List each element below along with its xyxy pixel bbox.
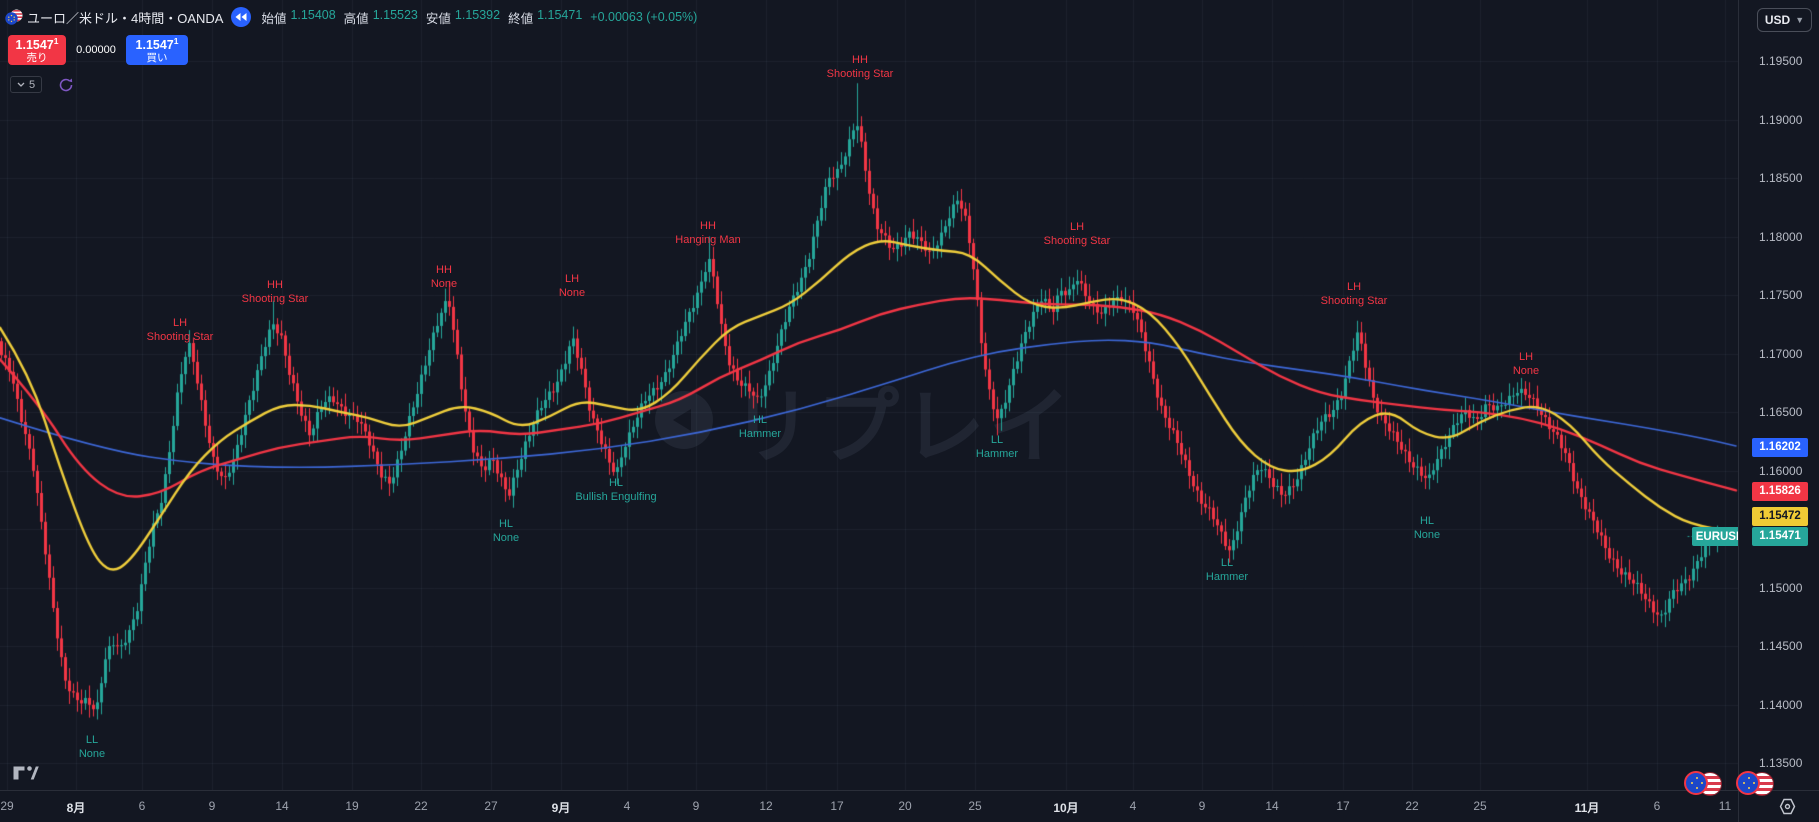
- price-tick-label: 1.19000: [1759, 112, 1803, 127]
- currency-selector[interactable]: USD ▼: [1757, 8, 1812, 32]
- sync-refresh-button[interactable]: [58, 77, 74, 93]
- price-tick-label: 1.14000: [1759, 697, 1803, 712]
- pattern-label-hl: HL Hammer: [738, 414, 782, 440]
- price-badge-red: 1.15826: [1752, 481, 1808, 501]
- pattern-label-lh: LH Shooting Star: [1043, 221, 1111, 247]
- pattern-label-hl: HL None: [492, 518, 520, 544]
- time-tick-label: 22: [414, 799, 428, 813]
- pattern-label-ll: LL None: [78, 734, 106, 760]
- price-tick-label: 1.17500: [1759, 288, 1803, 302]
- price-badge-blue: 1.16202: [1752, 437, 1808, 457]
- chevron-down-icon: [17, 82, 25, 87]
- price-axis[interactable]: 1.19500 1.19000 1.18500 1.18000 1.17500 1.170…: [1738, 0, 1819, 790]
- indicators-collapse-button[interactable]: 5: [10, 76, 43, 93]
- open-label: 始値: [261, 11, 287, 26]
- time-tick-label: 10月: [1053, 801, 1079, 815]
- time-tick-label: 4: [623, 799, 631, 813]
- eurusd-event-icon[interactable]: [1684, 771, 1722, 799]
- pattern-label-lh: LH Shooting Star: [146, 317, 214, 343]
- time-tick-label: 14: [1265, 799, 1279, 813]
- chevron-down-icon: ▼: [1795, 15, 1805, 25]
- price-tick-label: 1.19500: [1759, 54, 1803, 68]
- time-tick-label: 25: [1473, 799, 1487, 813]
- pattern-label-lh: LH None: [1512, 351, 1540, 377]
- price-badge-yellow: 1.15472: [1752, 506, 1808, 526]
- time-tick-label: 6: [138, 799, 146, 813]
- axis-settings-icon[interactable]: [1779, 798, 1796, 815]
- price-tick-label: 1.16500: [1759, 405, 1803, 419]
- ohlc-readout: 始値 1.15408 高値 1.15523 安値 1.15392 終値 1.15471 …: [261, 8, 697, 27]
- change-value: +0.00063 (+0.05%): [590, 10, 698, 24]
- time-tick-label: 22: [1405, 799, 1419, 813]
- sell-button[interactable]: 1.15471 売り: [8, 35, 66, 65]
- time-axis[interactable]: 29 8月 6 9 14 19 22 27 9月 4 9 12 17 20 25 10月 4 9 14 17 22 25 1…: [0, 790, 1738, 822]
- time-tick-label: 11: [1718, 799, 1732, 813]
- buy-label: 買い: [146, 52, 168, 65]
- pattern-label-hh: HH Shooting Star: [241, 279, 309, 305]
- time-tick-label: 20: [898, 799, 912, 813]
- trade-panel: 1.15471 売り 0.00000 1.15471 買い: [8, 35, 188, 65]
- price-tick-label: 1.18000: [1759, 229, 1803, 244]
- sell-label: 売り: [26, 52, 48, 65]
- replay-rewind-button[interactable]: [231, 7, 252, 27]
- low-value: 1.15392: [454, 7, 501, 22]
- chart-surface[interactable]: [0, 0, 1738, 790]
- time-tick-label: 9: [692, 799, 700, 813]
- time-tick-label: 6: [1653, 799, 1661, 813]
- legend-tools: 5: [10, 76, 74, 93]
- time-tick-label: 9: [208, 799, 216, 813]
- time-tick-label: 12: [759, 799, 773, 813]
- pattern-label-hh: HH Hanging Man: [675, 220, 741, 246]
- time-tick-label: 9月: [551, 801, 571, 815]
- eurusd-event-icon[interactable]: [1736, 771, 1774, 799]
- pattern-label-lh: LH Shooting Star: [1320, 281, 1388, 307]
- close-label: 終値: [508, 11, 534, 26]
- spread-value: 0.00000: [76, 44, 116, 56]
- axis-settings-corner: [1738, 790, 1819, 822]
- price-tick-label: 1.15000: [1759, 580, 1803, 595]
- time-tick-label: 4: [1129, 799, 1137, 813]
- rewind-icon: [235, 13, 247, 21]
- time-tick-label: 27: [484, 799, 498, 813]
- time-tick-label: 11月: [1574, 801, 1600, 815]
- chart-legend: ユーロ／米ドル・4時間・OANDA 始値 1.15408 高値 1.15523 安値…: [5, 7, 697, 27]
- pattern-label-hl: HL Bullish Engulfing: [575, 477, 657, 503]
- price-tick-label: 1.18500: [1759, 171, 1803, 185]
- time-tick-label: 25: [968, 799, 982, 813]
- pattern-label-hh: HH None: [430, 264, 458, 290]
- time-tick-label: 19: [345, 799, 359, 813]
- pattern-label-hh: HH Shooting Star: [826, 54, 894, 80]
- time-tick-label: 9: [1198, 799, 1206, 813]
- time-tick-label: 8月: [66, 801, 86, 815]
- price-tick-label: 1.14500: [1759, 639, 1803, 653]
- price-tick-label: 1.17000: [1759, 346, 1803, 361]
- pattern-label-ll: LL Hammer: [975, 434, 1019, 460]
- time-tick-label: 17: [1336, 799, 1350, 813]
- time-tick-label: 29: [0, 799, 14, 813]
- refresh-icon: [59, 78, 73, 91]
- price-tick-label: 1.13500: [1759, 756, 1803, 770]
- price-badge-teal: 1.15471: [1752, 526, 1808, 546]
- open-value: 1.15408: [290, 7, 336, 22]
- pattern-label-ll: LL Hammer: [1205, 557, 1249, 583]
- time-tick-label: 14: [275, 799, 289, 813]
- pattern-label-hl: HL None: [1413, 515, 1441, 541]
- price-tick-label: 1.16000: [1759, 463, 1803, 478]
- time-tick-label: 17: [830, 799, 844, 813]
- low-label: 安値: [425, 11, 451, 26]
- eurusd-pair-flag-icon: [5, 9, 23, 25]
- tradingview-logo[interactable]: [12, 762, 42, 786]
- close-value: 1.15471: [537, 7, 583, 22]
- indicators-count: 5: [29, 78, 36, 91]
- buy-button[interactable]: 1.15471 買い: [126, 35, 188, 65]
- high-value: 1.15523: [372, 7, 418, 22]
- symbol-price-badge: EURUSD: [1692, 527, 1748, 546]
- symbol-title[interactable]: ユーロ／米ドル・4時間・OANDA: [27, 10, 224, 26]
- pattern-label-lh: LH None: [558, 273, 586, 299]
- high-label: 高値: [343, 11, 369, 26]
